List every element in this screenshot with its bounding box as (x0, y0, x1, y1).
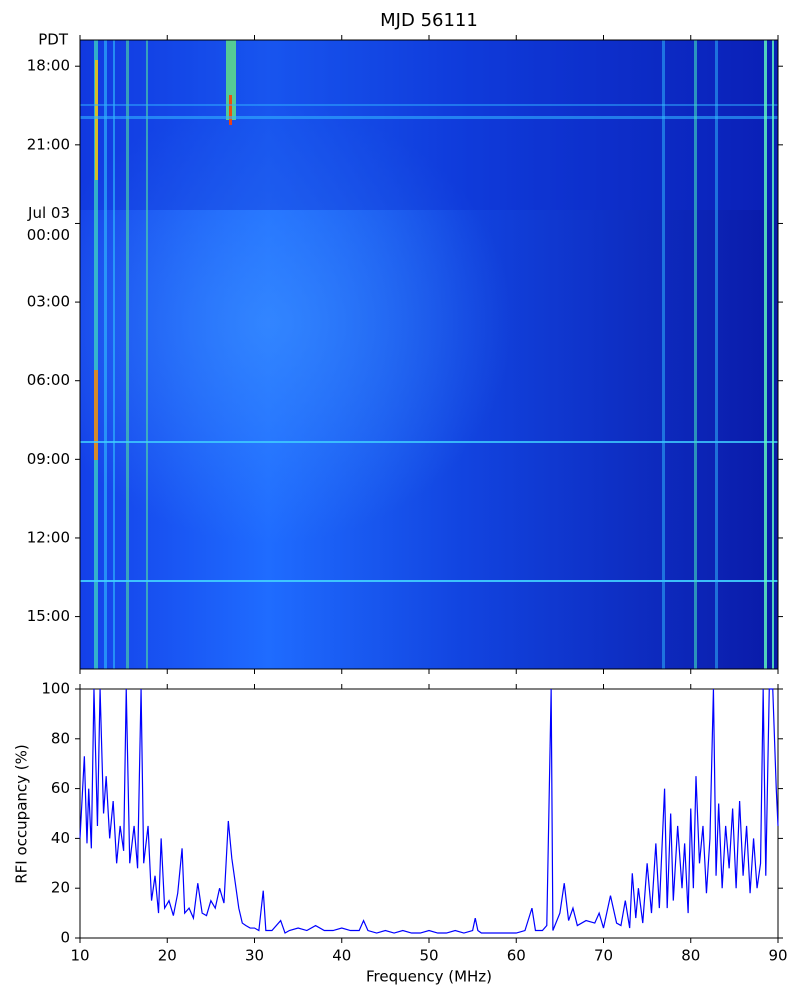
y-tick-label: 20 (51, 879, 70, 897)
y-tick-label: 100 (41, 680, 70, 698)
y-tick-label: 21:00 (27, 135, 70, 153)
rfi-stripe (104, 40, 107, 669)
x-tick-label: 10 (70, 947, 89, 965)
spectrogram (80, 40, 778, 669)
x-tick-label: 50 (419, 947, 438, 965)
rfi-stripe (764, 40, 767, 669)
y-tick-label: 00:00 (27, 226, 70, 244)
y-tick-label: 18:00 (27, 57, 70, 75)
occupancy-line (79, 688, 779, 934)
chart-title: MJD 56111 (380, 10, 478, 31)
y-tick-label: 60 (51, 779, 70, 797)
rfi-stripe (715, 40, 718, 669)
rfi-stripe (113, 40, 115, 669)
y-tick-label: 03:00 (27, 293, 70, 311)
x-tick-label: 70 (594, 947, 613, 965)
y-tick-label: 15:00 (27, 607, 70, 625)
y-tick-label: 0 (60, 929, 70, 947)
y-tick-date: Jul 03 (27, 204, 70, 222)
x-axis-label: Frequency (MHz) (366, 968, 492, 986)
rfi-stripe (94, 370, 98, 460)
rfi-stripe (94, 40, 98, 669)
spectrogram-glow (80, 40, 778, 669)
rfi-stripe (146, 40, 148, 669)
y-tick-label: 80 (51, 729, 70, 747)
rfi-stripe (662, 40, 665, 669)
y-axis-label: RFI occupancy (%) (13, 744, 31, 884)
rfi-band (80, 580, 778, 582)
rfi-band (80, 104, 778, 106)
x-tick-label: 20 (158, 947, 177, 965)
rfi-band (80, 441, 778, 443)
y-tick-label: 40 (51, 829, 70, 847)
rfi-stripe (694, 40, 697, 669)
y-tick-label: 12:00 (27, 528, 70, 546)
x-tick-label: 90 (768, 947, 787, 965)
rfi-band (80, 116, 778, 119)
rfi-stripe (95, 60, 98, 180)
y-axis-label: PDT (38, 31, 69, 49)
y-tick-label: 06:00 (27, 371, 70, 389)
rfi-stripe (126, 40, 129, 669)
x-tick-label: 80 (681, 947, 700, 965)
x-tick-label: 60 (507, 947, 526, 965)
rfi-stripe (226, 40, 236, 120)
evening-band (80, 40, 778, 210)
x-tick-label: 40 (332, 947, 351, 965)
y-tick-label: 09:00 (27, 450, 70, 468)
rfi-stripe (772, 40, 774, 669)
rfi-stripe (229, 95, 232, 125)
x-tick-label: 30 (245, 947, 264, 965)
